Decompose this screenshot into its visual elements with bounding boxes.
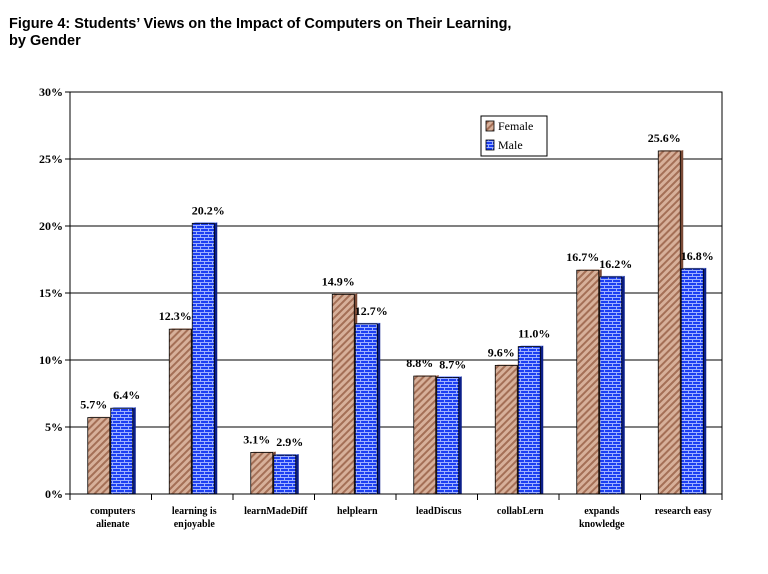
- bar-side: [540, 345, 544, 494]
- legend-swatch-male: [485, 139, 495, 151]
- data-label-male: 8.7%: [439, 357, 466, 371]
- data-label-female: 12.3%: [159, 309, 192, 323]
- bar-female: [250, 452, 274, 495]
- data-label-female: 25.6%: [648, 131, 681, 145]
- data-label-female: 8.8%: [406, 356, 433, 370]
- y-tick-label: 5%: [45, 420, 63, 434]
- data-label-female: 3.1%: [243, 432, 270, 446]
- bar-side: [458, 376, 462, 494]
- title-line-1: Figure 4: Students’ Views on the Impact …: [9, 16, 512, 32]
- y-tick-label: 0%: [45, 487, 63, 501]
- legend-swatch-female: [485, 120, 495, 132]
- bar-female: [168, 328, 192, 495]
- y-tick-label: 20%: [39, 219, 63, 233]
- title-line-2: by Gender: [9, 33, 81, 49]
- bar-male: [680, 268, 704, 495]
- legend-label-female: Female: [498, 119, 533, 133]
- data-label-male: 2.9%: [276, 435, 303, 449]
- label-layer: 5.7% 6.4% computers alienate 12.3% 20.2% learn…: [80, 131, 714, 530]
- legend-label-male: Male: [498, 138, 523, 152]
- data-label-female: 16.7%: [566, 250, 599, 264]
- bar-male: [436, 377, 460, 495]
- axis-layer: 0% 5% 10% 15% 20% 25% 30%: [39, 85, 723, 501]
- bar-female: [413, 375, 437, 495]
- bar-female: [576, 269, 600, 495]
- bar-male: [273, 454, 297, 495]
- data-label-female: 5.7%: [80, 398, 107, 412]
- bar-side: [295, 454, 299, 494]
- y-tick-label: 30%: [39, 85, 63, 99]
- category-label: computers: [90, 506, 135, 517]
- category-label: knowledge: [579, 519, 625, 530]
- category-label: helplearn: [337, 506, 378, 517]
- category-label: leadDiscus: [416, 506, 462, 517]
- category-label: collabLern: [497, 506, 544, 517]
- data-label-female: 9.6%: [488, 345, 515, 359]
- bar-side: [377, 322, 381, 494]
- category-label: learnMadeDiff: [244, 506, 308, 517]
- category-label: alienate: [96, 519, 130, 530]
- data-label-female: 14.9%: [322, 274, 355, 288]
- bar-female: [87, 417, 111, 495]
- bar-male: [110, 407, 134, 495]
- data-label-male: 20.2%: [192, 203, 225, 217]
- category-label: learning is: [172, 506, 217, 517]
- data-label-male: 6.4%: [113, 388, 140, 402]
- category-label: expands: [584, 506, 619, 517]
- data-label-male: 16.8%: [681, 249, 714, 263]
- data-label-male: 11.0%: [518, 327, 550, 341]
- bar-female: [494, 364, 518, 495]
- y-tick-label: 15%: [39, 286, 63, 300]
- bar-side: [621, 275, 625, 494]
- y-tick-label: 25%: [39, 152, 63, 166]
- bar-male: [191, 222, 215, 495]
- bar-female: [657, 150, 681, 495]
- bar-side: [214, 222, 218, 494]
- bar-side: [703, 267, 707, 494]
- bar-male: [599, 276, 623, 495]
- legend: Female Male: [480, 115, 548, 157]
- category-label: enjoyable: [174, 519, 216, 530]
- y-tick-label: 10%: [39, 353, 63, 367]
- category-label: research easy: [655, 506, 712, 517]
- bar-female: [331, 293, 355, 495]
- data-label-male: 12.7%: [355, 304, 388, 318]
- bar-layer: [87, 149, 707, 495]
- chart-title: Figure 4: Students’ Views on the Impact …: [9, 16, 511, 50]
- bar-male: [517, 346, 541, 495]
- data-label-male: 16.2%: [599, 257, 632, 271]
- bar-side: [132, 407, 136, 494]
- bar-male: [354, 323, 378, 495]
